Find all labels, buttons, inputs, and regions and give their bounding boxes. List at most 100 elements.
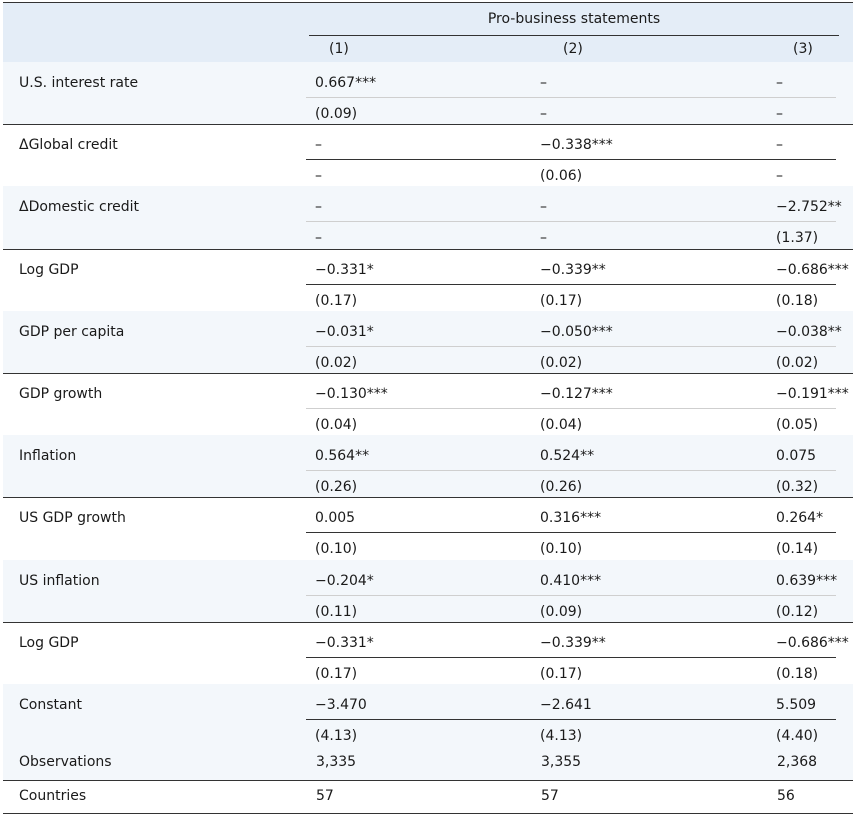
coef-cell: −0.204* bbox=[315, 572, 374, 589]
se-cell: (1.37) bbox=[776, 230, 819, 247]
coef-cell: −0.686*** bbox=[776, 634, 849, 651]
row-label: U.S. interest rate bbox=[19, 75, 139, 91]
se-cell: (0.17) bbox=[540, 292, 583, 309]
se-cell: (0.04) bbox=[315, 417, 358, 433]
coef-cell: −0.686*** bbox=[776, 261, 849, 278]
table-row bbox=[3, 497, 853, 559]
se-cell: (0.09) bbox=[315, 106, 358, 122]
table-row bbox=[3, 435, 853, 498]
coef-cell: −0.038** bbox=[776, 323, 842, 340]
row-divider bbox=[306, 656, 836, 658]
row-divider bbox=[306, 594, 836, 596]
coef-cell: 0.410*** bbox=[540, 572, 602, 589]
coef-cell: – bbox=[315, 137, 322, 154]
se-cell: (0.02) bbox=[540, 354, 583, 371]
coef-cell: 0.639*** bbox=[776, 572, 838, 589]
footer-value: 2,368 bbox=[777, 754, 818, 771]
row-label: Inflation bbox=[19, 448, 77, 465]
se-cell: (0.12) bbox=[776, 603, 819, 620]
se-cell: (0.02) bbox=[776, 354, 819, 371]
group-title: Pro-business statements bbox=[487, 11, 661, 27]
coef-cell: 0.264* bbox=[776, 510, 824, 527]
table-row bbox=[3, 684, 853, 747]
row-divider bbox=[306, 719, 836, 720]
coef-cell: 0.005 bbox=[315, 510, 356, 527]
se-cell: – bbox=[776, 106, 783, 122]
se-cell: (4.13) bbox=[540, 728, 583, 744]
footer-row bbox=[3, 746, 853, 780]
se-cell: (0.26) bbox=[540, 479, 583, 496]
row-label: GDP growth bbox=[19, 386, 103, 402]
coef-cell: −2.641 bbox=[540, 697, 592, 713]
se-cell: (0.10) bbox=[540, 541, 583, 558]
column-header-2: (2) bbox=[563, 41, 583, 57]
row-divider bbox=[306, 283, 836, 285]
coef-cell: −0.331* bbox=[315, 634, 374, 651]
row-rule bbox=[3, 621, 853, 623]
se-cell: – bbox=[776, 168, 783, 185]
coef-cell: 5.509 bbox=[776, 697, 817, 713]
se-cell: (0.02) bbox=[315, 354, 358, 371]
footer-rule bbox=[3, 813, 853, 815]
coef-cell: −0.339** bbox=[540, 261, 606, 278]
footer-value: 57 bbox=[316, 787, 334, 804]
se-cell: (0.26) bbox=[315, 479, 358, 496]
se-cell: (0.04) bbox=[540, 417, 583, 433]
se-cell: (0.14) bbox=[776, 541, 819, 558]
footer-label: Countries bbox=[19, 787, 87, 804]
footer-value: 3,355 bbox=[541, 754, 582, 771]
coef-cell: −0.339** bbox=[540, 634, 606, 651]
row-rule bbox=[3, 497, 853, 499]
row-rule bbox=[3, 248, 853, 250]
coef-cell: 0.667*** bbox=[315, 75, 377, 91]
row-label: US GDP growth bbox=[19, 510, 126, 527]
table-row bbox=[3, 186, 853, 249]
row-rule bbox=[3, 373, 853, 374]
se-cell: – bbox=[315, 230, 322, 247]
row-divider bbox=[306, 159, 836, 161]
se-cell: (0.11) bbox=[315, 603, 358, 620]
row-label: ΔDomestic credit bbox=[19, 199, 140, 216]
coef-cell: – bbox=[776, 75, 783, 91]
coef-cell: −0.127*** bbox=[540, 386, 613, 402]
table-row bbox=[3, 249, 853, 311]
row-label: Log GDP bbox=[19, 261, 79, 278]
coef-cell: – bbox=[776, 137, 783, 154]
coef-cell: – bbox=[540, 75, 547, 91]
se-cell: (0.05) bbox=[776, 417, 819, 433]
se-cell: (0.17) bbox=[540, 665, 583, 682]
coef-cell: – bbox=[315, 199, 322, 216]
coef-cell: −0.050*** bbox=[540, 323, 613, 340]
se-cell: (0.32) bbox=[776, 479, 819, 496]
row-rule bbox=[3, 124, 853, 126]
se-cell: (0.17) bbox=[315, 665, 358, 682]
table-row bbox=[3, 124, 853, 186]
row-label: GDP per capita bbox=[19, 323, 125, 340]
footer-rule bbox=[3, 779, 853, 781]
table-row bbox=[3, 622, 853, 684]
coef-cell: 0.564** bbox=[315, 448, 370, 465]
row-divider bbox=[306, 345, 836, 347]
se-cell: (0.17) bbox=[315, 292, 358, 309]
row-divider bbox=[306, 408, 836, 409]
footer-label: Observations bbox=[19, 754, 112, 771]
row-divider bbox=[306, 97, 836, 98]
row-divider bbox=[306, 532, 836, 534]
table-row bbox=[3, 559, 853, 622]
coef-cell: 0.524** bbox=[540, 448, 595, 465]
footer-value: 3,335 bbox=[316, 754, 357, 771]
se-cell: – bbox=[315, 168, 322, 185]
se-cell: – bbox=[540, 106, 547, 122]
footer-value: 56 bbox=[777, 787, 795, 804]
table-row bbox=[3, 310, 853, 373]
row-label: Constant bbox=[19, 697, 82, 713]
coef-cell: −0.191*** bbox=[776, 386, 849, 402]
coef-cell: −3.470 bbox=[315, 697, 367, 713]
table-row bbox=[3, 373, 853, 435]
coef-cell: 0.316*** bbox=[540, 510, 602, 527]
row-label: US inflation bbox=[19, 572, 100, 589]
se-cell: (4.40) bbox=[776, 728, 819, 744]
coef-cell: −2.752** bbox=[776, 199, 842, 216]
table-header: Pro-business statements (1) (2) (3) bbox=[3, 2, 853, 63]
coef-cell: −0.031* bbox=[315, 323, 374, 340]
